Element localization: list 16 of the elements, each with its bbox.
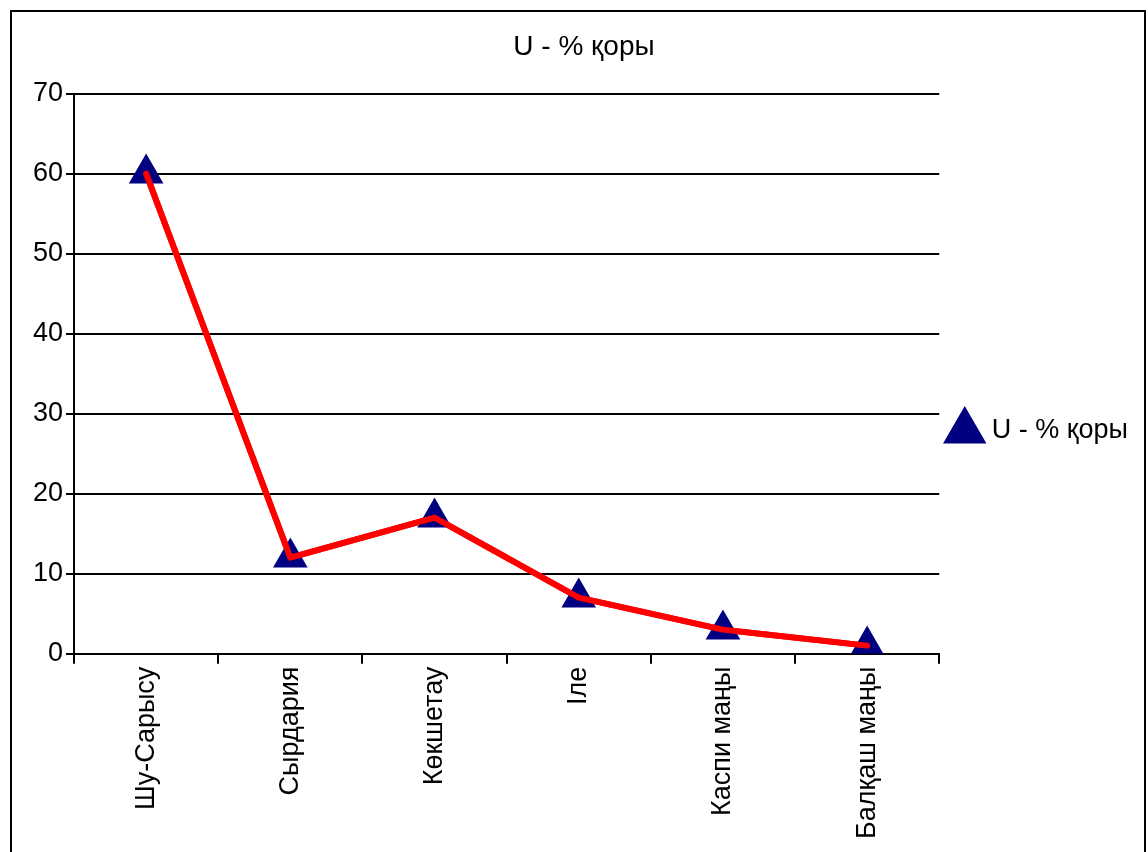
x-tick-label: Шу-Сарысу [129,666,160,811]
legend-label: U - % қоры [991,414,1129,445]
y-tick-label: 60 [32,157,64,188]
x-tick-label: Балқаш маңы [850,666,881,840]
y-tick-label: 20 [32,477,64,508]
chart-title: U - % қоры [513,29,655,61]
x-tick-label: Каспи маңы [706,666,737,816]
y-tick-label: 40 [32,317,64,348]
y-tick-label: 0 [48,637,64,668]
y-tick-label: 50 [32,237,64,268]
y-tick-label: 10 [32,557,64,588]
x-tick-label: Іле [562,666,593,705]
x-tick-label: Сырдария [273,666,304,796]
y-tick-label: 30 [32,397,64,428]
y-tick-label: 70 [32,77,64,108]
x-tick-label: Көкшетау [417,666,448,786]
